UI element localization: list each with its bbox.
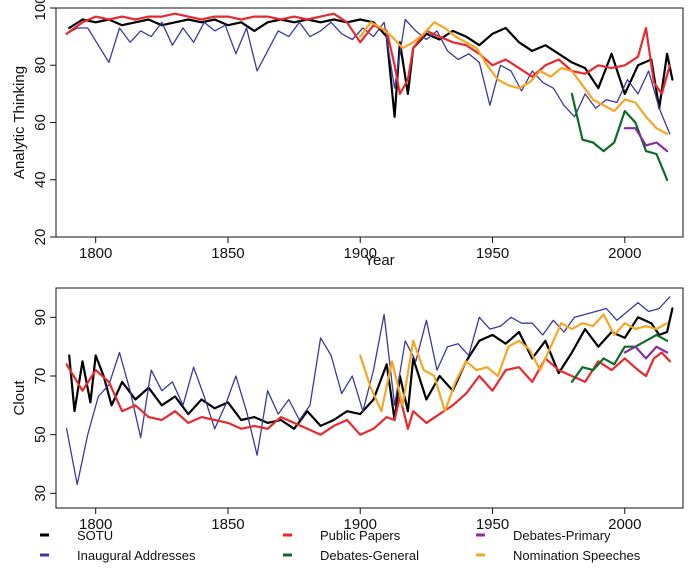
top-series-public-papers bbox=[65, 12, 671, 96]
bottom-series-debates-primary bbox=[623, 345, 669, 360]
bottom-plot-frame bbox=[55, 287, 684, 509]
top-x-tick-label: 1900 bbox=[344, 245, 377, 262]
top-y-tick-label: 80 bbox=[32, 57, 49, 74]
legend-label: Debates-General bbox=[320, 548, 419, 563]
top-y-tick-label: 40 bbox=[32, 171, 49, 188]
legend-label: Public Papers bbox=[320, 528, 401, 543]
legend-item-debates-primary: Debates-Primary bbox=[476, 528, 611, 543]
bottom-y-axis-title: Clout bbox=[11, 380, 28, 416]
bottom-x-tick-label: 1850 bbox=[211, 516, 244, 533]
legend-item-inaugural-addresses: Inaugural Addresses bbox=[40, 548, 196, 563]
bottom-x-tick-label: 1800 bbox=[79, 516, 112, 533]
top-x-axis-title: Year bbox=[364, 252, 394, 269]
legend-item-sotu: SOTU bbox=[40, 528, 113, 543]
legend-label: Debates-Primary bbox=[513, 528, 611, 543]
top-y-tick-label: 60 bbox=[32, 114, 49, 131]
bottom-x-tick-label: 1900 bbox=[344, 516, 377, 533]
bottom-x-tick-label: 2000 bbox=[608, 516, 641, 533]
top-series-debates-primary bbox=[623, 127, 669, 153]
top-series-inaugural-addresses bbox=[65, 18, 671, 135]
legend-label: Inaugural Addresses bbox=[77, 548, 196, 563]
bottom-y-tick-label: 70 bbox=[32, 368, 49, 385]
bottom-series-inaugural-addresses bbox=[65, 296, 671, 486]
bottom-series-debates-general bbox=[570, 333, 669, 383]
analytic-thinking-panel: 1800 1850 1900 1950 2000 20 40 60 80 100 Analytic … bbox=[11, 0, 684, 269]
bottom-x-tick-label: 1950 bbox=[476, 516, 509, 533]
top-series-nomination-speeches bbox=[359, 21, 669, 135]
top-x-tick-label: 1950 bbox=[476, 245, 509, 262]
bottom-series-nomination-speeches bbox=[359, 313, 669, 413]
top-y-tick-label: 100 bbox=[32, 0, 49, 21]
top-y-axis-title: Analytic Thinking bbox=[11, 66, 28, 179]
legend-label: SOTU bbox=[77, 528, 113, 543]
bottom-y-tick-label: 30 bbox=[32, 485, 49, 502]
clout-panel: 1800 1850 1900 1950 2000 30 50 70 90 Clout bbox=[11, 287, 684, 533]
bottom-y-tick-label: 50 bbox=[32, 426, 49, 443]
legend-item-nomination-speeches: Nomination Speeches bbox=[476, 548, 641, 563]
bottom-series-public-papers bbox=[65, 351, 671, 436]
top-series-sotu bbox=[68, 18, 674, 118]
bottom-y-tick-label: 90 bbox=[32, 309, 49, 326]
bottom-series-sotu bbox=[68, 307, 674, 430]
top-y-tick-label: 20 bbox=[32, 229, 49, 246]
top-x-tick-label: 1800 bbox=[79, 245, 112, 262]
top-x-tick-label: 1850 bbox=[211, 245, 244, 262]
legend: SOTU Public Papers Debates-Primary Inaugura… bbox=[40, 528, 641, 563]
legend-item-debates-general: Debates-General bbox=[283, 548, 419, 563]
top-plot-frame bbox=[55, 7, 684, 238]
top-series-debates-general bbox=[570, 92, 669, 181]
top-x-tick-label: 2000 bbox=[608, 245, 641, 262]
legend-item-public-papers: Public Papers bbox=[283, 528, 401, 543]
legend-label: Nomination Speeches bbox=[513, 548, 641, 563]
